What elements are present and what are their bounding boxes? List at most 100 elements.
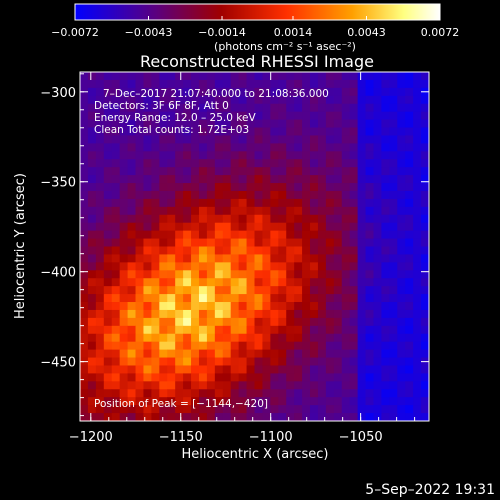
- heatmap-cell: [317, 79, 327, 89]
- heatmap-cell: [127, 397, 136, 406]
- heatmap-cell: [278, 103, 287, 113]
- heatmap-cell: [214, 119, 224, 128]
- heatmap-cell: [80, 95, 89, 105]
- heatmap-cell: [127, 357, 136, 366]
- heatmap-cell: [198, 270, 208, 279]
- heatmap-cell: [357, 270, 366, 279]
- heatmap-cell: [230, 397, 240, 406]
- heatmap-cell: [310, 302, 319, 311]
- heatmap-cell: [111, 72, 121, 81]
- heatmap-cell: [159, 270, 168, 279]
- heatmap-cell: [262, 389, 271, 398]
- heatmap-cell: [357, 246, 366, 255]
- heatmap-cell: [310, 325, 319, 335]
- heatmap-cell: [87, 103, 97, 113]
- heatmap-cell: [222, 103, 232, 113]
- heatmap-cell: [302, 87, 311, 97]
- heatmap-cell: [167, 214, 176, 224]
- heatmap-cell: [135, 175, 144, 184]
- heatmap-cell: [159, 238, 168, 247]
- heatmap-cell: [333, 365, 343, 374]
- heatmap-cell: [341, 79, 351, 89]
- heatmap-cell: [357, 238, 366, 247]
- heatmap-cell: [254, 103, 263, 113]
- heatmap-cell: [254, 286, 263, 295]
- heatmap-cell: [191, 302, 200, 311]
- heatmap-cell: [310, 278, 319, 287]
- heatmap-cell: [246, 317, 255, 327]
- heatmap-cell: [143, 317, 152, 327]
- heatmap-cell: [159, 87, 168, 97]
- heatmap-cell: [119, 183, 128, 192]
- heatmap-cell: [183, 206, 192, 216]
- heatmap-cell: [389, 365, 398, 374]
- heatmap-cell: [389, 95, 398, 105]
- heatmap-cell: [310, 175, 319, 184]
- heatmap-cell: [373, 135, 382, 144]
- heatmap-cell: [151, 95, 160, 105]
- heatmap-cell: [183, 159, 192, 168]
- heatmap-cell: [254, 230, 263, 239]
- heatmap-cell: [413, 365, 422, 374]
- heatmap-cell: [389, 270, 398, 279]
- heatmap-cell: [159, 95, 168, 105]
- heatmap-cell: [317, 357, 327, 366]
- heatmap-cell: [254, 151, 263, 160]
- heatmap-cell: [135, 246, 144, 255]
- heatmap-cell: [214, 405, 224, 414]
- heatmap-cell: [143, 151, 152, 160]
- heatmap-cell: [262, 151, 271, 160]
- heatmap-cell: [270, 72, 279, 81]
- heatmap-cell: [175, 389, 184, 398]
- heatmap-cell: [421, 286, 429, 295]
- heatmap-cell: [262, 317, 271, 327]
- heatmap-cell: [222, 183, 232, 192]
- heatmap-cell: [198, 294, 208, 303]
- heatmap-cell: [397, 190, 406, 200]
- heatmap-cell: [413, 246, 422, 255]
- heatmap-cell: [302, 183, 311, 192]
- heatmap-cell: [80, 230, 89, 239]
- heatmap-cell: [357, 341, 366, 351]
- heatmap-cell: [357, 198, 366, 208]
- heatmap-cell: [278, 159, 287, 168]
- heatmap-cell: [413, 230, 422, 239]
- heatmap-cell: [357, 183, 366, 192]
- heatmap-cell: [191, 325, 200, 335]
- heatmap-cell: [333, 183, 343, 192]
- heatmap-cell: [246, 111, 255, 120]
- heatmap-cell: [103, 143, 113, 152]
- heatmap-cell: [214, 87, 224, 97]
- heatmap-cell: [254, 198, 263, 208]
- heatmap-cell: [238, 214, 247, 224]
- heatmap-cell: [167, 309, 176, 319]
- heatmap-cell: [381, 341, 390, 351]
- heatmap-cell: [286, 302, 295, 311]
- heatmap-cell: [421, 294, 429, 303]
- heatmap-cell: [87, 95, 97, 105]
- heatmap-cell: [159, 119, 168, 128]
- heatmap-cell: [310, 349, 319, 358]
- heatmap-cell: [421, 175, 429, 184]
- heatmap-cell: [405, 151, 414, 160]
- heatmap-cell: [278, 135, 287, 144]
- heatmap-cell: [103, 341, 113, 351]
- heatmap-cell: [198, 95, 208, 105]
- heatmap-cell: [80, 254, 89, 263]
- heatmap-cell: [389, 111, 398, 120]
- heatmap-cell: [159, 278, 168, 287]
- heatmap-cell: [111, 262, 121, 271]
- heatmap-cell: [198, 365, 208, 374]
- heatmap-cell: [405, 317, 414, 327]
- heatmap-cell: [214, 72, 224, 81]
- heatmap-cell: [103, 183, 113, 192]
- heatmap-cell: [262, 349, 271, 358]
- heatmap-cell: [135, 278, 144, 287]
- heatmap-cell: [341, 405, 351, 414]
- heatmap-cell: [95, 167, 105, 176]
- heatmap-cell: [413, 325, 422, 335]
- heatmap-cell: [167, 349, 176, 358]
- heatmap-cell: [310, 151, 319, 160]
- heatmap-cell: [381, 119, 390, 128]
- heatmap-cell: [286, 95, 295, 105]
